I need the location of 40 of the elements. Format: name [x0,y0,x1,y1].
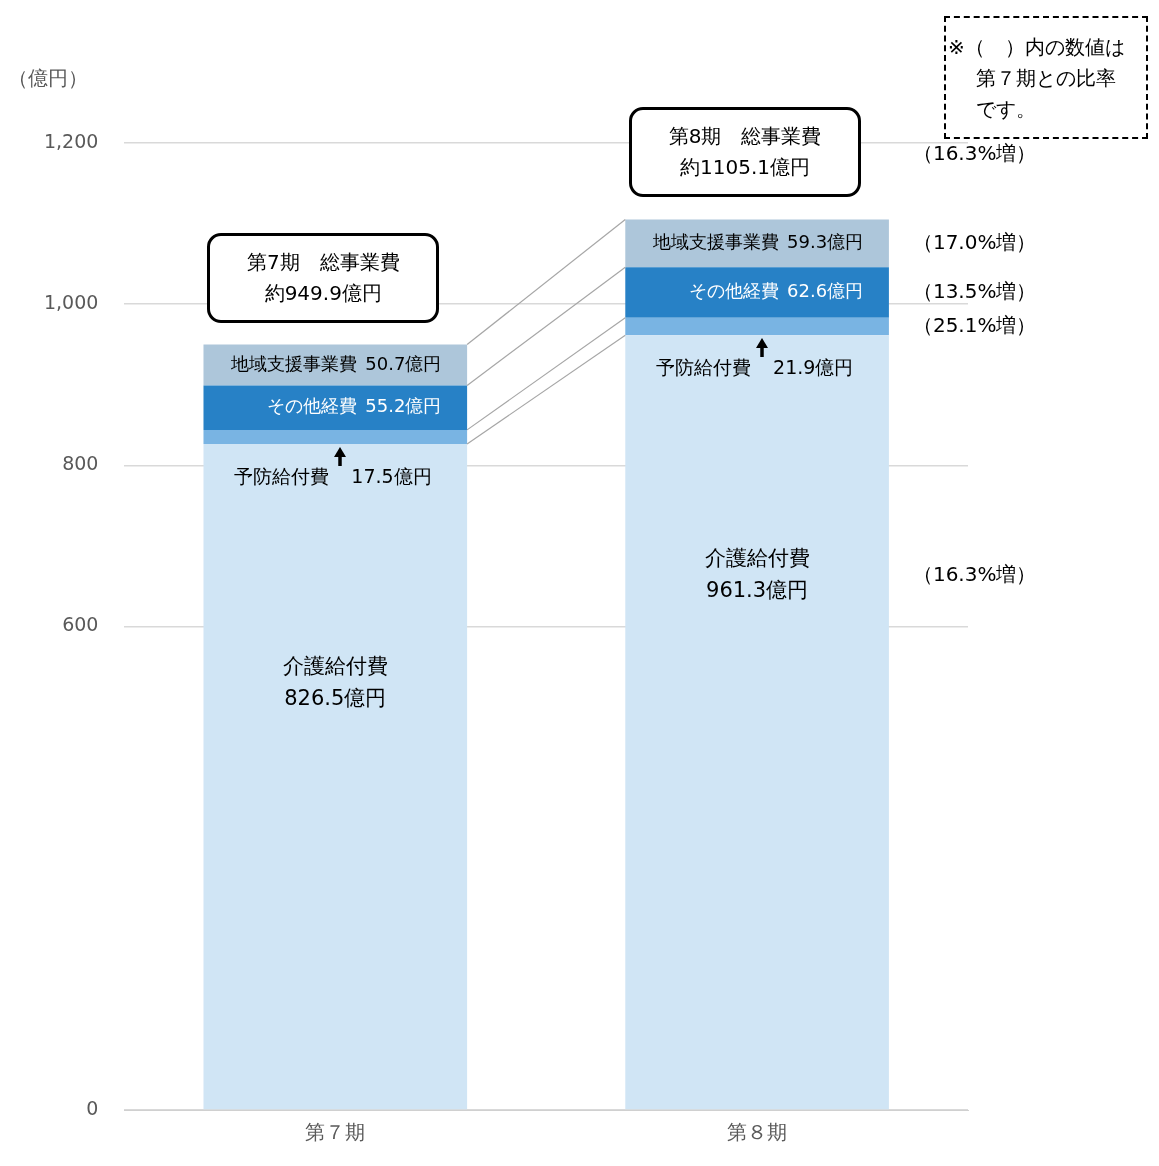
data-label: 50.7億円 [365,352,442,374]
data-label: 17.5億円 [351,464,432,487]
annotation: （16.3%増） [912,140,1037,165]
bar [625,335,889,1110]
text: その他経費 [689,280,780,302]
text: 予防給付費 [656,356,752,379]
y-tick-label: 600 [62,613,99,636]
callout-box: 第8期 総事業費約1105.1億円 [629,107,862,198]
series-label: 予防給付費 [234,464,330,487]
total-label: 第7期 総事業費約949.9億円 [245,248,401,307]
text: 介護給付費 [282,654,388,679]
data-label: 59.3億円 [787,231,864,253]
total-label: 第8期 総事業費約1105.1億円 [667,123,823,182]
annotation: （17.0%増） [912,229,1037,254]
note-box: ※（ ）内の数値は第７期との比率です。 [944,16,1148,139]
y-tick-label: 800 [62,452,99,475]
callout-box: 第7期 総事業費約949.9億円 [207,232,440,323]
x-tick-label: 第８期 [727,1120,788,1145]
bar [203,385,468,430]
annotation: （25.1%増） [912,312,1037,337]
bar [203,429,468,444]
y-axis-title: （億円） [8,66,88,91]
bar [203,443,468,1110]
series-label: 介護給付費 [704,545,810,570]
y-tick-label: 1,000 [43,291,99,314]
text: 地域支援事業費 [653,231,780,253]
bar [625,317,889,336]
data-label: 62.6億円 [787,280,864,302]
bar [625,267,889,318]
annotation: （16.3%増） [912,561,1037,586]
data-label: 961.3億円 [706,577,809,602]
y-tick-label: 1,200 [43,129,99,152]
data-label: 21.9億円 [773,356,854,379]
series-label: その他経費 [267,395,358,417]
y-tick-label: 0 [86,1096,99,1119]
annotation: （13.5%増） [912,278,1037,303]
x-tick-label: 第７期 [305,1120,366,1145]
series-label: 地域支援事業費 [230,352,358,374]
data-label: 826.5億円 [284,686,387,711]
data-label: 55.2億円 [365,395,442,417]
